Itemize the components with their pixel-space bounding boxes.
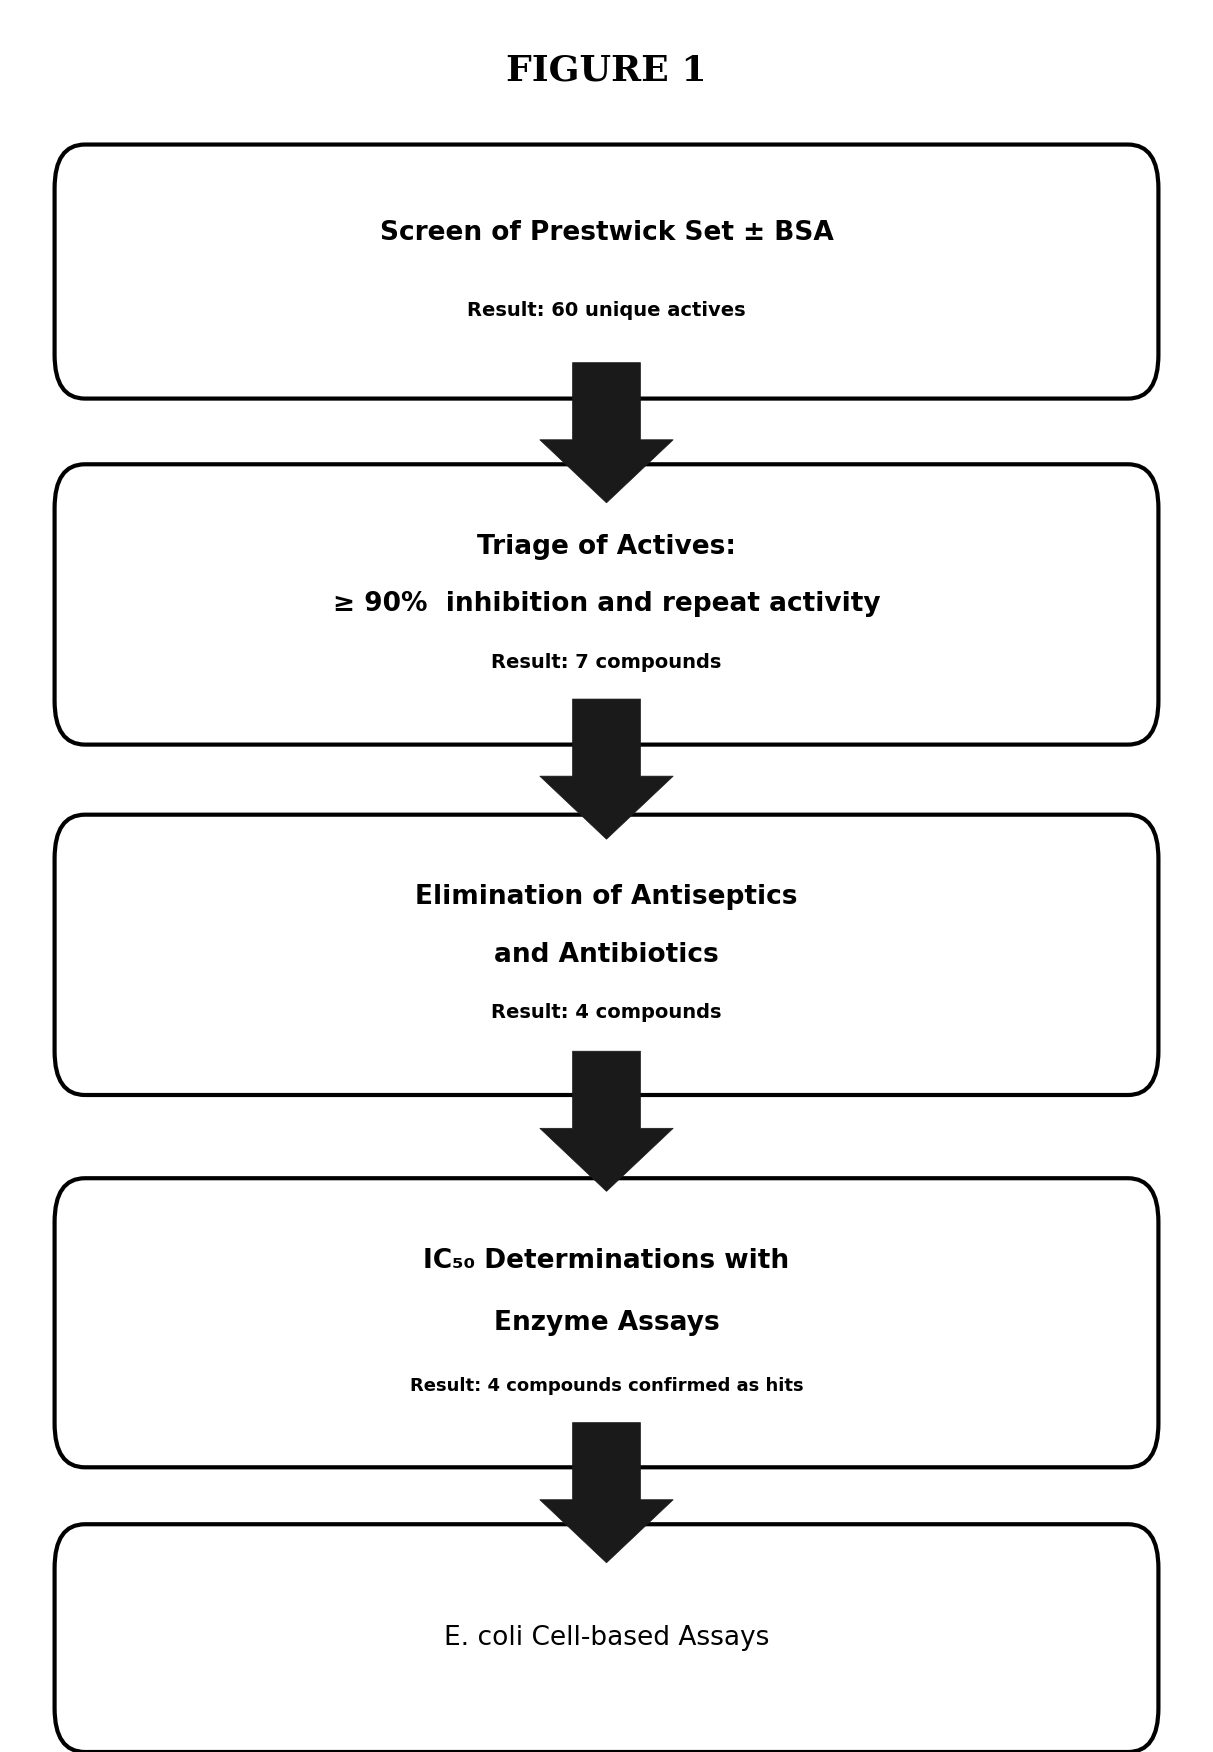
FancyBboxPatch shape <box>55 145 1158 399</box>
FancyBboxPatch shape <box>55 1524 1158 1752</box>
Text: and Antibiotics: and Antibiotics <box>494 943 719 967</box>
Text: E. coli Cell-based Assays: E. coli Cell-based Assays <box>444 1626 769 1650</box>
FancyBboxPatch shape <box>55 464 1158 745</box>
Polygon shape <box>540 699 673 839</box>
Text: FIGURE 1: FIGURE 1 <box>506 53 707 88</box>
Text: Triage of Actives:: Triage of Actives: <box>477 534 736 559</box>
Text: IC₅₀ Determinations with: IC₅₀ Determinations with <box>423 1249 790 1274</box>
Polygon shape <box>540 1051 673 1191</box>
Text: Result: 4 compounds: Result: 4 compounds <box>491 1004 722 1021</box>
Polygon shape <box>540 363 673 503</box>
Text: Result: 60 unique actives: Result: 60 unique actives <box>467 301 746 319</box>
Text: Enzyme Assays: Enzyme Assays <box>494 1310 719 1335</box>
Polygon shape <box>540 1423 673 1563</box>
Text: Result: 4 compounds confirmed as hits: Result: 4 compounds confirmed as hits <box>410 1377 803 1395</box>
Text: Result: 7 compounds: Result: 7 compounds <box>491 653 722 671</box>
FancyBboxPatch shape <box>55 815 1158 1095</box>
FancyBboxPatch shape <box>55 1179 1158 1468</box>
Text: Screen of Prestwick Set ± BSA: Screen of Prestwick Set ± BSA <box>380 221 833 245</box>
Text: Elimination of Antiseptics: Elimination of Antiseptics <box>415 885 798 909</box>
Text: ≥ 90%  inhibition and repeat activity: ≥ 90% inhibition and repeat activity <box>332 592 881 617</box>
